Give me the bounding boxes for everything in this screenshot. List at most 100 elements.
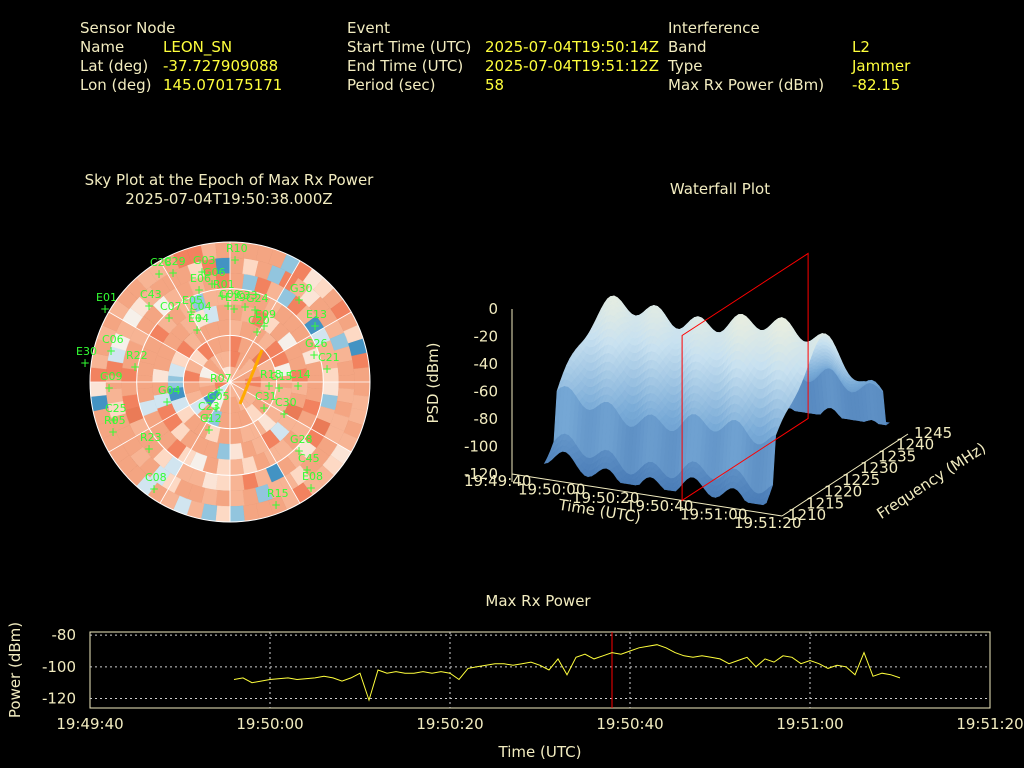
interference-band-label: Band	[668, 38, 707, 56]
skyplot-satellite-label: G03	[193, 254, 216, 267]
sensor-lat-label: Lat (deg)	[80, 57, 149, 75]
skyplot-satellite-plus: +	[259, 401, 269, 415]
skyplot-spoke	[159, 381, 231, 504]
skyplot-satellite-plus: +	[194, 283, 204, 297]
skyplot-satellite-label: C28	[150, 256, 172, 269]
skyplot-satellite-plus: +	[302, 463, 312, 477]
skyplot-satellite-plus: +	[130, 360, 140, 374]
skyplot-satellite-plus: +	[106, 344, 116, 358]
interference-title: Interference	[668, 19, 760, 37]
skyplot-satellite-label: G28	[290, 433, 313, 446]
maxpower-y-tick: -120	[42, 690, 76, 708]
skyplot-satellite-plus: +	[149, 482, 159, 496]
skyplot-satellite-label: R01	[213, 278, 235, 291]
skyplot-satellite-label: G24	[246, 292, 269, 305]
skyplot-satellite-plus: +	[264, 379, 274, 393]
skyplot-satellite-label: R18	[260, 368, 282, 381]
skyplot-satellite-label: C21	[318, 351, 340, 364]
skyplot-satellite-label: R07	[210, 372, 232, 385]
skyplot-spoke	[229, 311, 352, 383]
skyplot-satellite-plus: +	[322, 362, 332, 376]
skyplot-interference-direction	[238, 349, 264, 405]
skyplot-satellite-label: C25	[105, 402, 127, 415]
skyplot-satellite-plus: +	[293, 379, 303, 393]
skyplot-satellite-plus: +	[164, 311, 174, 325]
skyplot-satellite-plus: +	[144, 299, 154, 313]
event-title: Event	[347, 19, 390, 37]
skyplot-satellite-label: C04	[190, 300, 212, 313]
skyplot-satellite-plus: +	[194, 311, 204, 325]
event-period-value: 58	[485, 76, 505, 94]
skyplot-satellite-label: G30	[290, 282, 313, 295]
skyplot-satellite-label: C31	[255, 390, 277, 403]
maxpower-y-tick: -80	[52, 626, 77, 644]
maxpower-y-tick: -100	[42, 658, 76, 676]
skyplot-satellite-label: C14	[289, 368, 311, 381]
skyplot-satellite-plus: +	[274, 381, 284, 395]
skyplot-satellite-label: C20	[248, 314, 270, 327]
skyplot-satellite-label: G26	[305, 337, 328, 350]
skyplot-satellite-plus: +	[204, 423, 214, 437]
sensor-name-label: Name	[80, 38, 125, 56]
skyplot-satellite-plus: +	[310, 319, 320, 333]
skyplot-satellite-label: R23	[140, 431, 162, 444]
skyplot-satellite-plus: +	[223, 299, 233, 313]
skyplot-satellite-label: E09	[255, 308, 276, 321]
skyplot-satellite-label: R10	[226, 242, 248, 255]
skyplot-satellite-plus: +	[197, 265, 207, 279]
skyplot-satellite-plus: +	[229, 302, 239, 316]
event-start-label: Start Time (UTC)	[347, 38, 472, 56]
maxpower-x-tick: 19:50:00	[236, 715, 303, 733]
sensor-node-title: Sensor Node	[80, 19, 176, 37]
skyplot-satellite-plus: +	[168, 266, 178, 280]
skyplot-satellite-label: G09	[100, 370, 123, 383]
event-period-label: Period (sec)	[347, 76, 436, 94]
skyplot-satellite-label: R22	[126, 349, 148, 362]
skyplot-spoke	[108, 311, 231, 383]
skyplot-spoke	[159, 260, 231, 383]
skyplot-satellite-label: G04	[158, 384, 181, 397]
skyplot-satellite-label: C43	[140, 288, 162, 301]
maxpower-x-label: Time (UTC)	[498, 743, 582, 761]
maxpower-x-tick: 19:50:20	[416, 715, 483, 733]
interference-band-value: L2	[852, 38, 870, 56]
skyplot-satellite-plus: +	[309, 348, 319, 362]
skyplot-satellite-plus: +	[294, 293, 304, 307]
skyplot-satellite-label: E19	[225, 291, 246, 304]
skyplot-satellite-label: E06	[190, 272, 211, 285]
maxpower-x-tick: 19:50:40	[596, 715, 663, 733]
skyplot-satellite-plus: +	[162, 395, 172, 409]
waterfall-title: Waterfall Plot	[669, 180, 771, 198]
maxpower-y-label: Power (dBm)	[6, 622, 24, 718]
skyplot-satellite-label: E13	[306, 308, 327, 321]
skyplot-satellite-plus: +	[279, 407, 289, 421]
skyplot-satellite-plus: +	[250, 303, 260, 317]
event-end-value: 2025-07-04T19:51:12Z	[485, 57, 659, 75]
skyplot-satellite-label: C23	[198, 400, 220, 413]
skyplot-satellite-plus: +	[109, 413, 119, 427]
skyplot-satellite-label: E05	[182, 294, 203, 307]
sensor-lon-value: 145.070175171	[163, 76, 283, 94]
skyplot-satellite-label: C06	[102, 333, 124, 346]
skyplot-satellite-plus: +	[306, 481, 316, 495]
sensor-lon-label: Lon (deg)	[80, 76, 152, 94]
maxpower-x-tick: 19:51:20	[956, 715, 1023, 733]
sensor-name-value: LEON_SN	[163, 38, 233, 56]
skyplot-satellite-plus: +	[80, 356, 90, 370]
skyplot-satellite-label: E30	[76, 345, 97, 358]
skyplot-title: Sky Plot at the Epoch of Max Rx Power	[84, 171, 374, 189]
skyplot-satellite-plus: +	[211, 401, 221, 415]
maxpower-series-line	[233, 644, 901, 702]
skyplot-satellite-plus: +	[271, 498, 281, 512]
interference-type-value: Jammer	[852, 57, 911, 75]
skyplot-satellite-label: G06	[203, 266, 226, 279]
skyplot-subtitle: 2025-07-04T19:50:38.000Z	[125, 190, 333, 208]
skyplot-satellite-plus: +	[217, 289, 227, 303]
skyplot-satellite-plus: +	[154, 267, 164, 281]
maxpower-x-tick: 19:49:40	[56, 715, 123, 733]
skyplot-satellite-label: R15	[267, 487, 289, 500]
skyplot-satellite-plus: +	[186, 305, 196, 319]
skyplot-satellite-label: C12	[200, 412, 222, 425]
